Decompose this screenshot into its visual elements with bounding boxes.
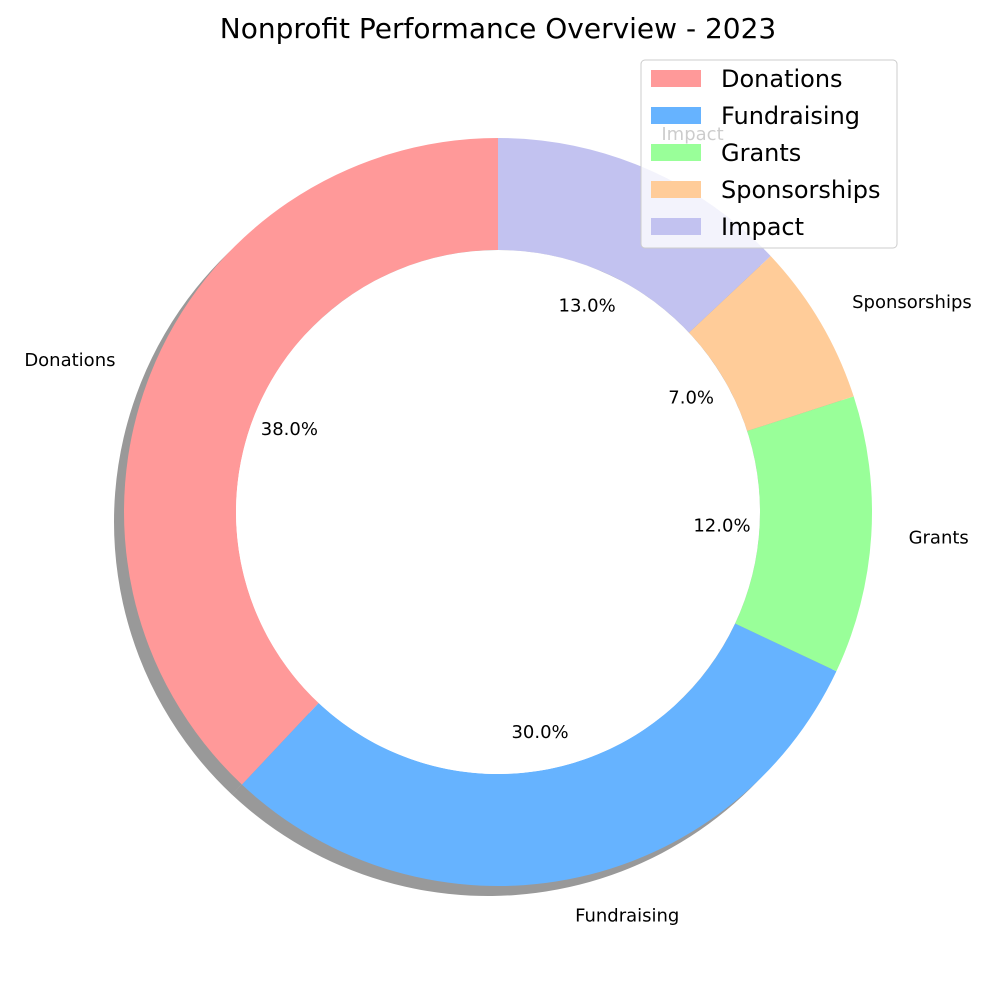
- legend-label-impact: Impact: [721, 213, 804, 241]
- legend-label-sponsorships: Sponsorships: [721, 176, 881, 204]
- category-label-grants: Grants: [909, 527, 969, 548]
- legend-swatch-impact: [651, 218, 701, 235]
- category-label-sponsorships: Sponsorships: [852, 292, 972, 313]
- legend: Donations Fundraising Grants Sponsorships Im…: [640, 59, 898, 249]
- legend-frame: [640, 59, 898, 249]
- donut-wedges: [124, 138, 872, 886]
- percentage-label-donations: 38.0%: [261, 419, 318, 440]
- percentage-label-fundraising: 30.0%: [511, 722, 568, 743]
- wedge-grants: [735, 396, 872, 672]
- legend-label-grants: Grants: [721, 139, 801, 167]
- percentage-label-impact: 13.0%: [559, 296, 616, 317]
- percentage-labels: 38.0% 30.0% 12.0% 7.0% 13.0%: [261, 296, 751, 743]
- percentage-label-grants: 12.0%: [693, 516, 750, 537]
- legend-swatch-donations: [651, 70, 701, 87]
- donut-hole: [236, 250, 760, 774]
- chart-title: Nonprofit Performance Overview - 2023: [220, 12, 776, 45]
- legend-label-fundraising: Fundraising: [721, 102, 860, 130]
- wedge-donations: [124, 138, 499, 785]
- percentage-label-sponsorships: 7.0%: [668, 387, 714, 408]
- legend-swatch-grants: [651, 144, 701, 161]
- category-label-donations: Donations: [24, 350, 115, 371]
- legend-swatch-sponsorships: [651, 181, 701, 198]
- wedge-sponsorships: [688, 255, 854, 432]
- wedge-impact: [498, 138, 771, 333]
- legend-label-donations: Donations: [721, 65, 843, 93]
- wedge-fundraising: [241, 623, 837, 886]
- legend-swatch-fundraising: [651, 107, 701, 124]
- category-label-fundraising: Fundraising: [575, 906, 679, 927]
